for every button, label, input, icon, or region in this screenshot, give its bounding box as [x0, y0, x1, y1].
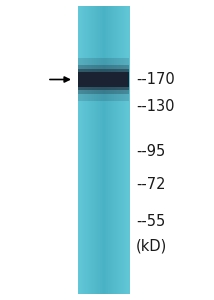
Bar: [87, 6, 88, 294]
Bar: [117, 6, 118, 294]
Bar: [84, 6, 85, 294]
Bar: [106, 6, 107, 294]
Bar: [109, 6, 110, 294]
Bar: [113, 6, 114, 294]
Bar: [114, 6, 115, 294]
Bar: [100, 6, 101, 294]
Text: --55: --55: [136, 214, 165, 230]
Bar: [82, 6, 83, 294]
Bar: [90, 6, 91, 294]
Bar: [124, 6, 125, 294]
Bar: [123, 6, 124, 294]
Bar: [91, 6, 92, 294]
Bar: [101, 6, 102, 294]
Bar: [104, 6, 105, 294]
Bar: [116, 6, 117, 294]
Bar: [118, 6, 119, 294]
Bar: [112, 6, 113, 294]
Bar: [95, 6, 96, 294]
Bar: [111, 6, 112, 294]
Bar: [98, 6, 99, 294]
Bar: [94, 6, 95, 294]
Text: --130: --130: [136, 99, 174, 114]
Bar: [126, 6, 127, 294]
Bar: [120, 6, 121, 294]
Bar: [102, 6, 103, 294]
Bar: [115, 6, 116, 294]
Bar: [78, 72, 129, 87]
Bar: [126, 6, 127, 294]
Bar: [78, 69, 129, 90]
Bar: [93, 6, 94, 294]
Bar: [86, 6, 87, 294]
Bar: [97, 6, 98, 294]
Bar: [110, 6, 111, 294]
Bar: [119, 6, 120, 294]
Text: --170: --170: [136, 72, 175, 87]
Bar: [78, 6, 79, 294]
Bar: [89, 6, 90, 294]
Bar: [127, 6, 128, 294]
Bar: [115, 6, 116, 294]
Bar: [124, 6, 125, 294]
Bar: [83, 6, 84, 294]
Bar: [80, 6, 81, 294]
Text: --72: --72: [136, 177, 165, 192]
Bar: [99, 6, 100, 294]
Bar: [97, 6, 98, 294]
Bar: [79, 6, 80, 294]
Bar: [125, 6, 126, 294]
Bar: [122, 6, 123, 294]
Bar: [106, 6, 107, 294]
Bar: [121, 6, 122, 294]
Text: (kD): (kD): [136, 238, 167, 253]
Bar: [88, 6, 89, 294]
Bar: [92, 6, 93, 294]
Bar: [127, 6, 128, 294]
Bar: [81, 6, 82, 294]
Bar: [129, 6, 130, 294]
Bar: [109, 6, 110, 294]
Bar: [117, 6, 118, 294]
Bar: [103, 6, 104, 294]
Bar: [88, 6, 89, 294]
Bar: [111, 6, 112, 294]
Bar: [108, 6, 109, 294]
Text: --95: --95: [136, 144, 165, 159]
Bar: [108, 6, 109, 294]
Bar: [105, 6, 106, 294]
Bar: [107, 6, 108, 294]
Bar: [82, 6, 83, 294]
Bar: [100, 6, 101, 294]
Bar: [78, 65, 129, 94]
Bar: [120, 6, 121, 294]
Bar: [94, 6, 95, 294]
Bar: [79, 6, 80, 294]
Bar: [85, 6, 86, 294]
Bar: [123, 6, 124, 294]
Bar: [91, 6, 92, 294]
Bar: [121, 6, 122, 294]
Bar: [112, 6, 113, 294]
Bar: [103, 6, 104, 294]
Bar: [78, 58, 129, 101]
Bar: [128, 6, 129, 294]
Bar: [85, 6, 86, 294]
Bar: [114, 6, 115, 294]
Bar: [96, 6, 97, 294]
Bar: [118, 6, 119, 294]
